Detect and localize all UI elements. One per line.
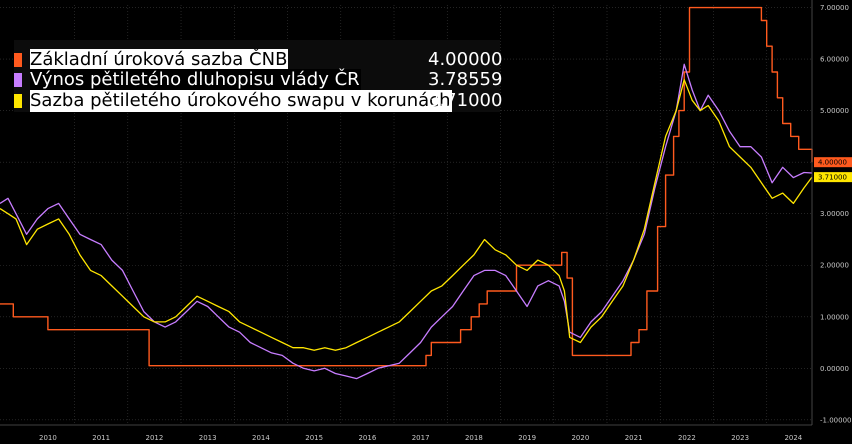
x-tick-label: 2014 — [252, 434, 270, 442]
legend-swatch-cnb-rate — [14, 53, 22, 67]
last-value-tags: 4.00000 3.71000 — [814, 157, 852, 183]
x-tick-label: 2015 — [305, 434, 323, 442]
x-axis: 2010 2011 2012 2013 2014 2015 2016 2017 2018 2019… — [0, 424, 812, 442]
x-tick-label: 2016 — [358, 434, 376, 442]
y-tick-label: 2.00000 — [820, 262, 849, 270]
series-line-1 — [0, 63, 813, 380]
y-tick-label: -1.00000 — [820, 416, 851, 424]
legend-label-swap-rate: Sazba pětiletého úrokového swapu v korun… — [30, 90, 452, 112]
x-tick-label: 2017 — [412, 434, 430, 442]
x-tick-label: 2012 — [145, 434, 163, 442]
last-value-tag-0 — [814, 157, 852, 168]
legend-label-bond-yield: Výnos pětiletého dluhopisu vlády ČR — [30, 69, 361, 91]
last-value-tag-text-0: 4.00000 — [818, 159, 847, 167]
x-tick-label: 2013 — [199, 434, 217, 442]
series-lines — [0, 6, 813, 380]
legend-label-cnb-rate: Základní úroková sazba ČNB — [30, 49, 289, 71]
x-tick-label: 2018 — [465, 434, 483, 442]
x-tick-label: 2020 — [571, 434, 589, 442]
x-tick-label: 2023 — [731, 434, 749, 442]
y-axis: -1.00000 0.00000 1.00000 2.00000 3.00000 4.00… — [811, 0, 851, 425]
y-tick-label: 5.00000 — [820, 107, 849, 115]
x-tick-label: 2021 — [625, 434, 643, 442]
series-line-0 — [0, 6, 813, 367]
x-tick-label: 2019 — [518, 434, 536, 442]
legend-swatch-swap-rate — [14, 94, 22, 108]
x-tick-label: 2011 — [92, 434, 110, 442]
x-tick-label: 2022 — [678, 434, 696, 442]
y-tick-label: 6.00000 — [820, 56, 849, 64]
x-tick-label: 2010 — [39, 434, 57, 442]
y-tick-label: 7.00000 — [820, 4, 849, 12]
last-value-tag-2 — [814, 172, 852, 183]
y-tick-label: 1.00000 — [820, 313, 849, 321]
legend-value-bond-yield: 3.78559 — [428, 69, 503, 90]
legend-value-swap-rate: 3.71000 — [428, 90, 503, 111]
last-value-tag-text-2: 3.71000 — [818, 174, 847, 182]
x-tick-label: 2024 — [784, 434, 802, 442]
y-tick-label: 0.00000 — [820, 365, 849, 373]
series-line-2 — [0, 79, 813, 351]
legend-value-cnb-rate: 4.00000 — [428, 49, 503, 70]
legend-swatch-bond-yield — [14, 73, 22, 87]
y-tick-label: 3.00000 — [820, 210, 849, 218]
